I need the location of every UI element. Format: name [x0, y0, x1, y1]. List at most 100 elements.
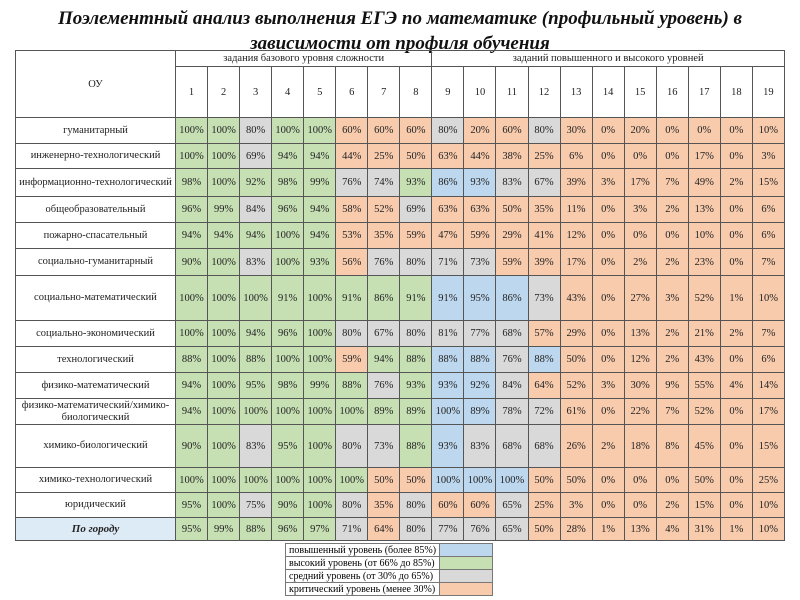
task-3-cell: 84%	[239, 196, 273, 223]
task-14-cell: 0%	[591, 492, 625, 518]
task-6-cell: 80%	[335, 424, 369, 468]
task-6-cell: 88%	[335, 372, 369, 399]
task-10-cell: 76%	[463, 517, 497, 541]
task-17-cell: 50%	[687, 467, 721, 493]
task-10-cell: 89%	[463, 398, 497, 425]
task-3-cell: 94%	[239, 222, 273, 249]
task-4-cell: 98%	[271, 372, 305, 399]
task-16-cell: 2%	[655, 320, 689, 347]
table-row: физико-математический/химико-биологическ…	[15, 398, 786, 425]
task-8-cell: 89%	[399, 398, 433, 425]
column-header-task: 3	[239, 66, 273, 118]
task-16-cell: 3%	[655, 275, 689, 321]
column-header-task: 5	[303, 66, 337, 118]
task-10-cell: 100%	[463, 467, 497, 493]
task-19-cell: 6%	[751, 196, 786, 223]
task-7-cell: 74%	[367, 168, 401, 197]
task-4-cell: 100%	[271, 346, 305, 373]
group-header-basic: задания базового уровня сложности	[174, 50, 433, 67]
task-18-cell: 0%	[719, 398, 753, 425]
task-1-cell: 94%	[174, 222, 209, 249]
task-7-cell: 52%	[367, 196, 401, 223]
task-1-cell: 100%	[174, 143, 209, 169]
task-2-cell: 100%	[207, 467, 241, 493]
legend-swatch	[439, 556, 494, 570]
legend-item: критический уровень (менее 30%)	[284, 582, 494, 596]
task-19-cell: 14%	[751, 372, 786, 399]
task-9-cell: 100%	[431, 398, 465, 425]
task-1-cell: 100%	[174, 467, 209, 493]
row-label: технологический	[15, 346, 176, 373]
legend-label: повышенный уровень (более 85%)	[284, 543, 441, 557]
task-13-cell: 30%	[559, 117, 593, 144]
task-17-cell: 0%	[687, 117, 721, 144]
task-1-cell: 95%	[174, 492, 209, 518]
task-14-cell: 0%	[591, 248, 625, 276]
task-7-cell: 73%	[367, 424, 401, 468]
task-13-cell: 11%	[559, 196, 593, 223]
task-15-cell: 3%	[623, 196, 657, 223]
task-14-cell: 0%	[591, 467, 625, 493]
task-16-cell: 0%	[655, 222, 689, 249]
column-header-task: 8	[399, 66, 433, 118]
results-table: ОУ задания базового уровня сложности зад…	[15, 50, 786, 541]
task-15-cell: 18%	[623, 424, 657, 468]
task-13-cell: 3%	[559, 492, 593, 518]
task-2-cell: 100%	[207, 372, 241, 399]
task-16-cell: 2%	[655, 248, 689, 276]
task-13-cell: 29%	[559, 320, 593, 347]
column-header-task: 15	[623, 66, 657, 118]
task-19-cell: 3%	[751, 143, 786, 169]
task-17-cell: 23%	[687, 248, 721, 276]
task-2-cell: 100%	[207, 248, 241, 276]
task-12-cell: 64%	[527, 372, 561, 399]
task-4-cell: 91%	[271, 275, 305, 321]
task-18-cell: 2%	[719, 320, 753, 347]
task-4-cell: 96%	[271, 517, 305, 541]
task-9-cell: 91%	[431, 275, 465, 321]
task-1-cell: 96%	[174, 196, 209, 223]
task-18-cell: 0%	[719, 143, 753, 169]
task-12-cell: 25%	[527, 143, 561, 169]
task-19-cell: 15%	[751, 424, 786, 468]
task-5-cell: 94%	[303, 196, 337, 223]
task-13-cell: 50%	[559, 346, 593, 373]
task-2-cell: 100%	[207, 168, 241, 197]
task-9-cell: 71%	[431, 248, 465, 276]
page-title: Поэлементный анализ выполнения ЕГЭ по ма…	[57, 8, 743, 54]
table-row: социально-математический 100% 100% 100% 91% 1…	[15, 275, 786, 321]
task-17-cell: 49%	[687, 168, 721, 197]
task-3-cell: 100%	[239, 398, 273, 425]
task-8-cell: 50%	[399, 143, 433, 169]
task-13-cell: 43%	[559, 275, 593, 321]
task-8-cell: 80%	[399, 320, 433, 347]
column-header-task: 13	[559, 66, 593, 118]
task-18-cell: 0%	[719, 117, 753, 144]
task-4-cell: 100%	[271, 248, 305, 276]
task-8-cell: 80%	[399, 492, 433, 518]
table-row: пожарно-спасательный 94% 94% 94% 100% 94% 53% 3…	[15, 222, 786, 249]
task-7-cell: 64%	[367, 517, 401, 541]
task-6-cell: 80%	[335, 320, 369, 347]
task-15-cell: 12%	[623, 346, 657, 373]
task-18-cell: 0%	[719, 492, 753, 518]
task-11-cell: 29%	[495, 222, 529, 249]
row-label: химико-технологический	[15, 467, 176, 493]
task-18-cell: 0%	[719, 467, 753, 493]
task-6-cell: 59%	[335, 346, 369, 373]
task-13-cell: 17%	[559, 248, 593, 276]
task-18-cell: 0%	[719, 222, 753, 249]
row-label: социально-математический	[15, 275, 176, 321]
legend-swatch	[439, 569, 494, 583]
task-12-cell: 57%	[527, 320, 561, 347]
task-4-cell: 98%	[271, 168, 305, 197]
task-1-cell: 90%	[174, 248, 209, 276]
task-3-cell: 75%	[239, 492, 273, 518]
task-6-cell: 91%	[335, 275, 369, 321]
task-2-cell: 100%	[207, 143, 241, 169]
task-17-cell: 52%	[687, 275, 721, 321]
task-6-cell: 76%	[335, 168, 369, 197]
task-18-cell: 0%	[719, 346, 753, 373]
task-1-cell: 100%	[174, 275, 209, 321]
total-row: По городу 95% 99% 88% 96% 97% 71% 64% 80% 77% 76% 6…	[15, 517, 786, 541]
